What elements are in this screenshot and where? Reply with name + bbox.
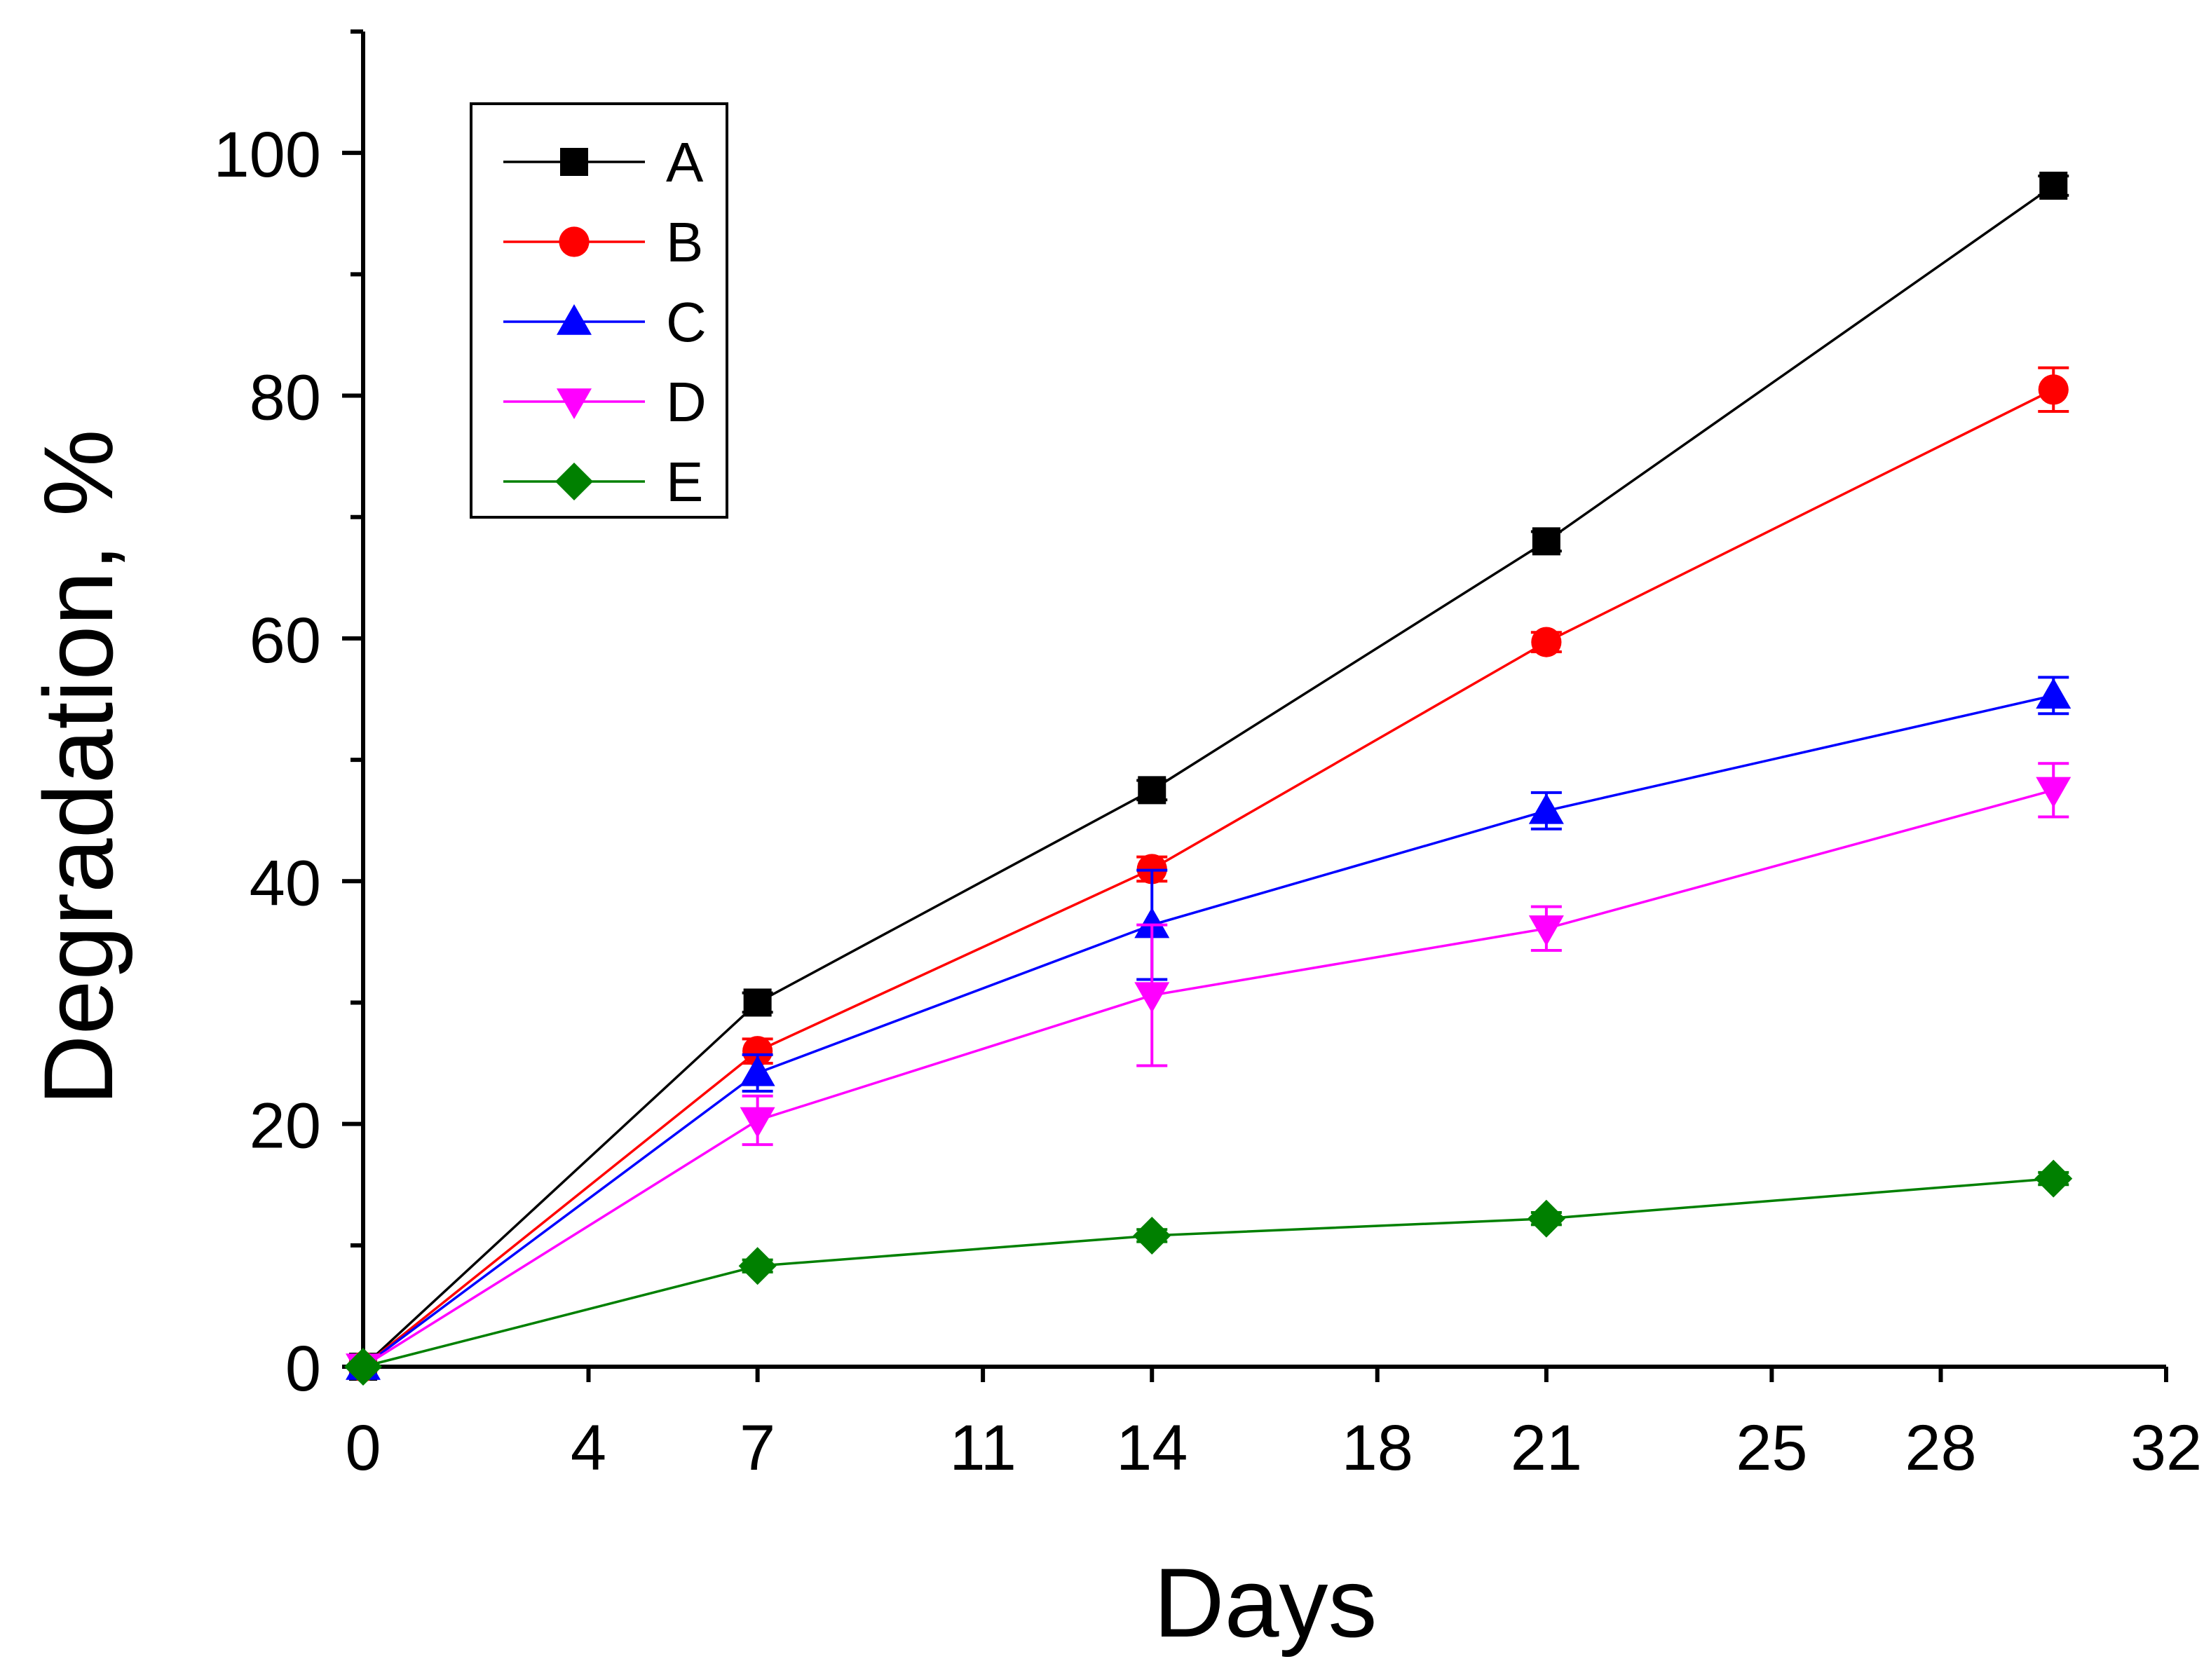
- series-line: [362, 694, 2054, 1368]
- legend-marker: [555, 463, 593, 500]
- legend-box: [470, 102, 728, 519]
- x-tick-label: 32: [2130, 1412, 2202, 1484]
- series-C: [346, 676, 2071, 1380]
- x-tick-label: 21: [1511, 1412, 1582, 1484]
- data-point: [2036, 678, 2071, 709]
- legend-label: C: [666, 291, 707, 353]
- y-axis-title: Degradation, %: [23, 429, 133, 1105]
- legend-label: B: [666, 211, 703, 273]
- x-tick-label: 25: [1736, 1412, 1807, 1484]
- data-point: [740, 1107, 775, 1138]
- data-point: [1133, 1216, 1171, 1255]
- y-tick-label: 100: [214, 119, 322, 191]
- legend-marker: [559, 226, 590, 257]
- data-point: [743, 988, 772, 1017]
- legend-item: B: [503, 211, 703, 273]
- y-tick-label: 0: [285, 1333, 321, 1405]
- series-E: [344, 1159, 2073, 1386]
- x-tick-label: 18: [1342, 1412, 1413, 1484]
- legend-label: A: [666, 131, 704, 193]
- series-B: [348, 366, 2069, 1382]
- legend-label: E: [666, 451, 703, 513]
- data-point: [2036, 777, 2071, 808]
- y-tick-label: 60: [250, 605, 321, 676]
- data-point: [1138, 776, 1166, 805]
- legend-item: D: [503, 371, 707, 433]
- data-point: [1527, 1199, 1565, 1238]
- legend-label: D: [666, 371, 707, 433]
- axes: 0 4 7 11 14 18 21 25 28 32 0 20 40 60 80 100: [214, 29, 2202, 1484]
- data-point: [1134, 907, 1170, 938]
- legend-marker: [560, 148, 588, 176]
- x-tick-label: 14: [1116, 1412, 1188, 1484]
- x-axis-title: Days: [1154, 1548, 1377, 1658]
- x-tick-label: 4: [571, 1412, 606, 1484]
- series-line: [362, 388, 2055, 1368]
- x-tick-label: 7: [740, 1412, 775, 1484]
- data-point: [1528, 793, 1564, 824]
- data-point: [1528, 915, 1564, 946]
- data-point: [1134, 982, 1170, 1013]
- data-point: [2038, 374, 2069, 405]
- data-point: [1531, 627, 1562, 657]
- series-line: [362, 1177, 2054, 1368]
- data-point: [2034, 1159, 2073, 1198]
- data-point: [2039, 171, 2068, 200]
- legend-item: E: [503, 451, 703, 513]
- series-line: [362, 788, 2054, 1368]
- y-tick-label: 40: [250, 847, 321, 919]
- x-tick-label: 0: [345, 1412, 381, 1484]
- data-point: [738, 1247, 777, 1285]
- legend-item: C: [503, 291, 707, 353]
- y-tick-label: 80: [250, 362, 321, 434]
- y-tick-label: 20: [250, 1091, 321, 1162]
- legend-marker: [557, 304, 592, 335]
- x-tick-label: 11: [949, 1412, 1016, 1484]
- data-point: [1532, 527, 1560, 556]
- data-point: [740, 1055, 775, 1086]
- x-tick-label: 28: [1905, 1412, 1976, 1484]
- data-point: [742, 1036, 773, 1067]
- plot-area: [344, 171, 2073, 1386]
- legend-item: A: [503, 131, 704, 193]
- series-D: [346, 762, 2071, 1384]
- data-point: [344, 1348, 382, 1386]
- legend-marker: [557, 388, 592, 419]
